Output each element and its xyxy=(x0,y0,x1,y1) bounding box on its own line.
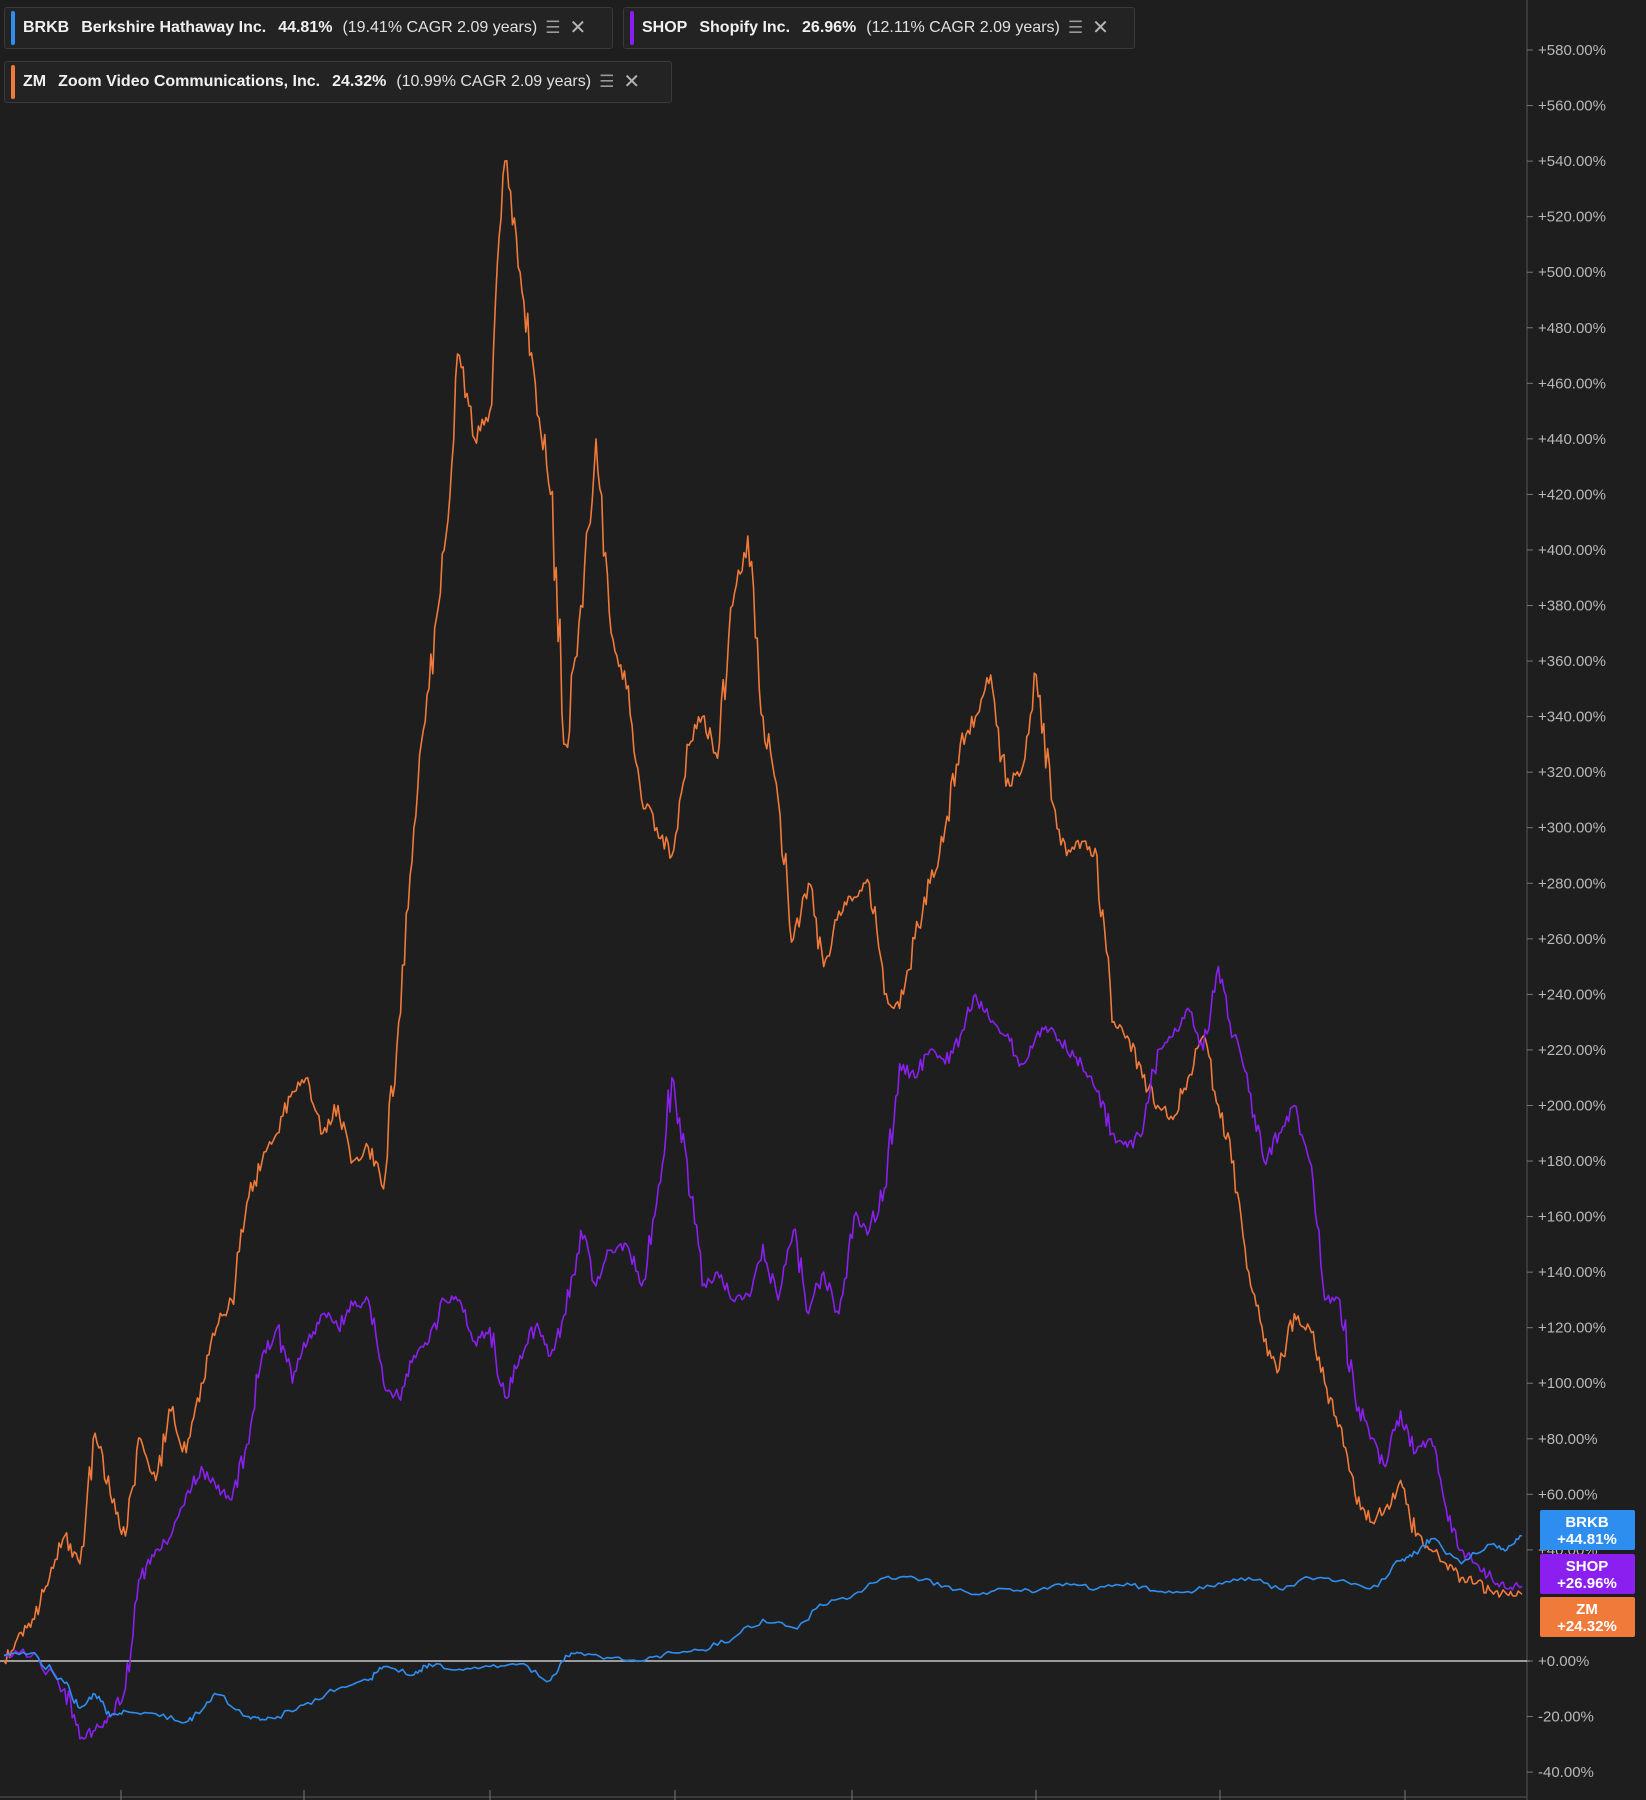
close-icon[interactable]: ✕ xyxy=(1092,17,1109,39)
y-tick-label: +340.00% xyxy=(1538,709,1606,726)
end-label-value: +26.96% xyxy=(1557,1575,1617,1592)
y-tick-label: +300.00% xyxy=(1538,820,1606,837)
series-line-shop xyxy=(3,965,1523,1740)
end-label-value: +24.32% xyxy=(1557,1618,1617,1635)
legend-item-shop[interactable]: SHOP Shopify Inc. 26.96% (12.11% CAGR 2.… xyxy=(623,7,1135,49)
y-tick-label: +60.00% xyxy=(1538,1486,1598,1503)
legend-cagr: (19.41% CAGR 2.09 years) xyxy=(342,19,538,36)
end-label-symbol: SHOP xyxy=(1566,1558,1609,1575)
end-label-symbol: ZM xyxy=(1576,1601,1598,1618)
legend-percent: 26.96% xyxy=(802,19,857,36)
y-tick-label: +200.00% xyxy=(1538,1097,1606,1114)
y-tick-label: +480.00% xyxy=(1538,320,1606,337)
y-tick-label: +320.00% xyxy=(1538,764,1606,781)
y-tick-label: +80.00% xyxy=(1538,1431,1598,1448)
legend-name: Shopify Inc. xyxy=(699,19,791,36)
end-label-bg xyxy=(1540,1510,1635,1550)
legend-name: Berkshire Hathaway Inc. xyxy=(81,19,267,36)
legend-item-brkb[interactable]: BRKB Berkshire Hathaway Inc. 44.81% (19.… xyxy=(4,7,613,49)
legend-cagr: (10.99% CAGR 2.09 years) xyxy=(396,73,592,90)
close-icon[interactable]: ✕ xyxy=(623,71,641,93)
y-tick-label: +360.00% xyxy=(1538,653,1606,670)
legend-swatch-brkb xyxy=(11,11,15,45)
y-tick-label: +160.00% xyxy=(1538,1209,1606,1226)
axis-layer xyxy=(0,0,1530,1800)
legend-cagr: (12.11% CAGR 2.09 years) xyxy=(866,19,1060,36)
end-label-bg xyxy=(1540,1597,1635,1637)
legend-percent: 24.32% xyxy=(332,73,387,90)
y-tick-label: +560.00% xyxy=(1538,98,1606,115)
legend-swatch-zm xyxy=(11,65,15,99)
close-icon[interactable]: ✕ xyxy=(569,17,587,39)
legend-symbol: SHOP xyxy=(642,19,688,36)
y-tick-label: -20.00% xyxy=(1538,1709,1594,1726)
series-line-brkb xyxy=(3,1534,1523,1724)
stack-icon[interactable]: ☰ xyxy=(1067,18,1084,37)
legend-name: Zoom Video Communications, Inc. xyxy=(58,73,321,90)
end-label-value: +44.81% xyxy=(1557,1531,1617,1548)
y-tick-label: -40.00% xyxy=(1538,1764,1594,1781)
stack-icon[interactable]: ☰ xyxy=(545,18,561,37)
y-tick-label: +100.00% xyxy=(1538,1375,1606,1392)
y-tick-label: +280.00% xyxy=(1538,875,1606,892)
y-tick-label: +380.00% xyxy=(1538,598,1606,615)
end-label-brkb: BRKB+44.81% xyxy=(1540,1510,1635,1550)
y-tick-label: +420.00% xyxy=(1538,486,1606,503)
legend-symbol: ZM xyxy=(23,73,47,90)
y-tick-label: +120.00% xyxy=(1538,1320,1606,1337)
y-tick-label: +400.00% xyxy=(1538,542,1606,559)
y-tick-label: +520.00% xyxy=(1538,209,1606,226)
y-axis-ticks: +580.00% +560.00% +540.00% +520.00% +500.00%… xyxy=(1527,42,1606,1781)
legend-item-zm[interactable]: ZM Zoom Video Communications, Inc. 24.32… xyxy=(4,61,672,103)
y-tick-label: +220.00% xyxy=(1538,1042,1606,1059)
legend-symbol: BRKB xyxy=(23,19,70,36)
y-tick-label: +260.00% xyxy=(1538,931,1606,948)
y-tick-label: +240.00% xyxy=(1538,986,1606,1003)
legend-percent: 44.81% xyxy=(278,19,333,36)
end-label-symbol: BRKB xyxy=(1565,1514,1608,1531)
y-tick-label: +0.00% xyxy=(1538,1653,1589,1670)
end-label-shop: SHOP+26.96% xyxy=(1540,1554,1635,1594)
y-tick-label: +500.00% xyxy=(1538,264,1606,281)
end-labels: BRKB+44.81%SHOP+26.96%ZM+24.32% xyxy=(1540,1510,1635,1637)
series-line-zm xyxy=(3,160,1523,1665)
stack-icon[interactable]: ☰ xyxy=(599,72,615,91)
end-label-bg xyxy=(1540,1554,1635,1594)
y-tick-label: +580.00% xyxy=(1538,42,1606,59)
y-tick-label: +180.00% xyxy=(1538,1153,1606,1170)
y-tick-label: +460.00% xyxy=(1538,375,1606,392)
series-layer xyxy=(3,160,1523,1740)
end-label-zm: ZM+24.32% xyxy=(1540,1597,1635,1637)
legend-swatch-shop xyxy=(630,11,634,45)
y-tick-label: +540.00% xyxy=(1538,153,1606,170)
y-tick-label: +440.00% xyxy=(1538,431,1606,448)
y-tick-label: +140.00% xyxy=(1538,1264,1606,1281)
